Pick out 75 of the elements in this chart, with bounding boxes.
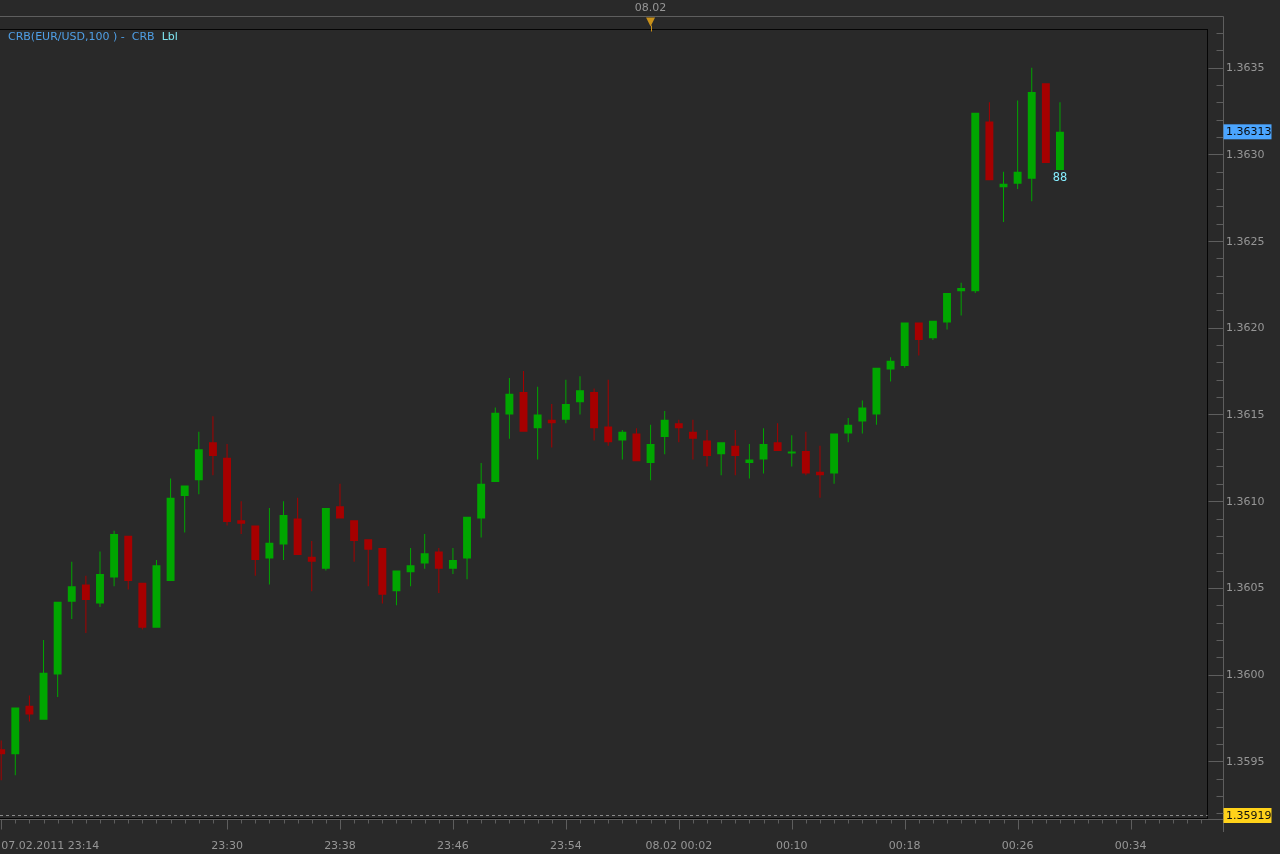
candlestick — [717, 442, 726, 476]
candlestick — [1027, 67, 1036, 202]
x-tick-label: 00:26 — [1001, 838, 1034, 852]
candlestick — [1056, 102, 1064, 170]
candlestick — [844, 417, 853, 443]
candlestick — [208, 416, 217, 476]
y-tick-label: 1.3605 — [1226, 581, 1265, 595]
candlestick — [265, 508, 274, 585]
candlestick — [971, 112, 980, 294]
candlestick — [773, 423, 782, 451]
annotation: 88 — [1052, 169, 1068, 184]
candlestick — [745, 443, 754, 479]
y-tick-label: 1.3595 — [1226, 754, 1265, 768]
candlestick — [985, 102, 994, 181]
candlestick — [336, 483, 344, 519]
ref-line-label: 1.35919 — [1226, 809, 1272, 822]
x-tick-label: 23:46 — [437, 838, 469, 852]
candlestick — [350, 520, 359, 562]
chart-subtitle: Lbl — [161, 30, 178, 43]
candlestick — [943, 293, 951, 330]
candlestick — [477, 463, 486, 538]
candlestick — [293, 497, 302, 555]
candlestick — [180, 485, 189, 533]
x-tick-label: 00:34 — [1114, 838, 1147, 852]
candlestick — [124, 535, 133, 590]
x-tick-label: 08.02 00:02 — [645, 838, 713, 852]
y-tick-label: 1.3630 — [1226, 147, 1265, 161]
candlestick — [251, 525, 260, 576]
candlestick — [434, 547, 443, 594]
x-tick-label: 23:54 — [550, 838, 582, 852]
text: 08.02 — [634, 0, 667, 14]
candlestick — [646, 424, 655, 481]
candlestick — [660, 410, 669, 455]
candlestick — [364, 539, 373, 587]
y-tick-label: 1.3620 — [1226, 321, 1265, 335]
candlestick — [1041, 83, 1050, 164]
candlestick — [223, 443, 232, 526]
candlestick — [237, 501, 246, 535]
y-tick-label: 1.36313 — [1226, 125, 1272, 139]
candlestick — [321, 508, 330, 571]
candlestick — [81, 575, 90, 633]
candlestick — [307, 541, 316, 592]
candlestick — [533, 386, 542, 460]
candlestick — [731, 430, 740, 476]
candlestick — [787, 435, 796, 467]
y-tick-label: 1.3610 — [1226, 494, 1265, 508]
y-tick-label: 1.3635 — [1226, 61, 1265, 75]
candlestick — [406, 547, 415, 587]
y-tick-label: 1.3625 — [1226, 234, 1265, 248]
candlestick — [67, 561, 76, 620]
candlestick — [378, 547, 387, 604]
x-tick-label: 00:18 — [888, 838, 921, 852]
candlestick — [816, 445, 824, 498]
candlestick — [547, 404, 556, 448]
x-tick-label: 23:38 — [324, 838, 356, 852]
x-tick-label: 23:30 — [211, 838, 243, 852]
candlestick — [138, 582, 147, 630]
candlestick — [53, 601, 62, 698]
candlestick — [194, 431, 203, 495]
candlestick — [420, 534, 429, 569]
candlestick — [561, 379, 570, 424]
candlestick — [957, 282, 966, 316]
y-tick-label: 1.3615 — [1226, 407, 1265, 421]
x-tick-label: 00:10 — [775, 838, 808, 852]
candlestick — [448, 547, 457, 574]
candlestick — [1013, 100, 1022, 190]
candlestick — [166, 478, 175, 581]
candlestick — [576, 376, 584, 415]
x-tick-label: 07.02.2011 23:14 — [1, 838, 100, 852]
y-tick-label: 1.3600 — [1226, 668, 1265, 682]
candlestick — [96, 551, 104, 607]
candlestick — [688, 419, 697, 460]
chart-title: CRB(EUR/USD,100 ) - CRB — [8, 30, 155, 43]
candlestick — [703, 430, 711, 467]
candlestick — [604, 379, 613, 446]
